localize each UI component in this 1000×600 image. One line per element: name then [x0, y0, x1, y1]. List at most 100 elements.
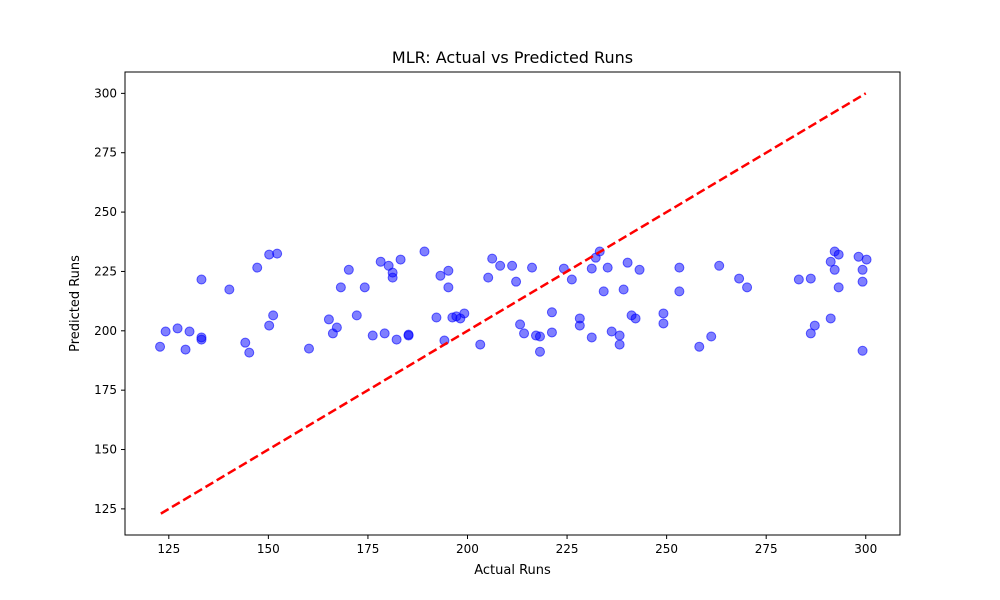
- y-tick-label: 175: [94, 383, 117, 397]
- chart-title: MLR: Actual vs Predicted Runs: [392, 48, 633, 67]
- data-point: [634, 264, 645, 275]
- data-point: [805, 328, 816, 339]
- data-point: [742, 282, 753, 293]
- data-point: [614, 330, 625, 341]
- data-point: [483, 272, 494, 283]
- x-tick-label: 125: [157, 542, 180, 556]
- data-point: [272, 248, 283, 259]
- data-point: [351, 310, 362, 321]
- data-point: [829, 264, 840, 275]
- data-point: [534, 331, 545, 342]
- data-point: [180, 344, 191, 355]
- data-point: [335, 282, 346, 293]
- data-point: [706, 331, 717, 342]
- y-axis-ticks: 125 150 175 200 225 250 275 300: [94, 86, 125, 516]
- data-point: [475, 339, 486, 350]
- data-point: [331, 322, 342, 333]
- x-axis-label: Actual Runs: [474, 563, 551, 578]
- data-point: [606, 326, 617, 337]
- data-point: [857, 345, 868, 356]
- data-point: [825, 313, 836, 324]
- y-tick-label: 275: [94, 146, 117, 160]
- data-point: [172, 323, 183, 334]
- data-point: [734, 273, 745, 284]
- data-point: [630, 313, 641, 324]
- data-point: [367, 330, 378, 341]
- data-point: [155, 341, 166, 352]
- data-point: [857, 264, 868, 275]
- data-point: [391, 334, 402, 345]
- data-point: [343, 264, 354, 275]
- data-point: [196, 274, 207, 285]
- data-point: [809, 320, 820, 331]
- data-point: [833, 282, 844, 293]
- data-point: [566, 274, 577, 285]
- x-axis-ticks: 125 150 175 200 225 250 275 300: [157, 535, 877, 556]
- data-point: [403, 330, 414, 341]
- data-point: [252, 262, 263, 273]
- x-tick-label: 275: [755, 542, 778, 556]
- data-point: [614, 339, 625, 350]
- data-point: [825, 256, 836, 267]
- data-point: [459, 308, 470, 319]
- data-point: [244, 347, 255, 358]
- data-point: [586, 332, 597, 343]
- data-point: [793, 274, 804, 285]
- data-point: [359, 282, 370, 293]
- data-point: [268, 310, 279, 321]
- y-tick-label: 200: [94, 324, 117, 338]
- x-tick-label: 250: [655, 542, 678, 556]
- axes-frame: [124, 71, 901, 536]
- data-point: [495, 260, 506, 271]
- data-point: [431, 312, 442, 323]
- data-point: [694, 341, 705, 352]
- data-point: [598, 286, 609, 297]
- data-point: [674, 262, 685, 273]
- data-point: [264, 320, 275, 331]
- data-point: [574, 320, 585, 331]
- data-point: [375, 256, 386, 267]
- data-point: [586, 263, 597, 274]
- data-point: [857, 276, 868, 287]
- data-point: [379, 328, 390, 339]
- data-point: [546, 307, 557, 318]
- data-point: [184, 326, 195, 337]
- y-tick-label: 250: [94, 205, 117, 219]
- x-tick-label: 300: [854, 542, 877, 556]
- data-point: [622, 257, 633, 268]
- data-point: [387, 272, 398, 283]
- data-point: [196, 334, 207, 345]
- data-point: [658, 308, 669, 319]
- data-point: [435, 270, 446, 281]
- data-point: [303, 343, 314, 354]
- y-tick-label: 150: [94, 443, 117, 457]
- data-point: [323, 314, 334, 325]
- data-point: [511, 276, 522, 287]
- data-point: [714, 260, 725, 271]
- data-point: [519, 328, 530, 339]
- data-point: [618, 284, 629, 295]
- data-point: [546, 327, 557, 338]
- x-tick-label: 175: [356, 542, 379, 556]
- x-tick-label: 150: [257, 542, 280, 556]
- data-point: [861, 254, 872, 265]
- data-point: [527, 262, 538, 273]
- y-axis-label: Predicted Runs: [68, 255, 83, 352]
- data-point: [805, 273, 816, 284]
- data-point: [419, 246, 430, 257]
- data-point: [160, 326, 171, 337]
- data-point: [602, 262, 613, 273]
- data-point: [833, 249, 844, 260]
- data-point: [515, 319, 526, 330]
- data-point: [443, 282, 454, 293]
- data-point: [507, 260, 518, 271]
- data-point: [658, 318, 669, 329]
- y-tick-label: 225: [94, 264, 117, 278]
- data-point: [240, 337, 251, 348]
- x-tick-label: 200: [456, 542, 479, 556]
- y-tick-label: 300: [94, 86, 117, 100]
- y-tick-label: 125: [94, 502, 117, 516]
